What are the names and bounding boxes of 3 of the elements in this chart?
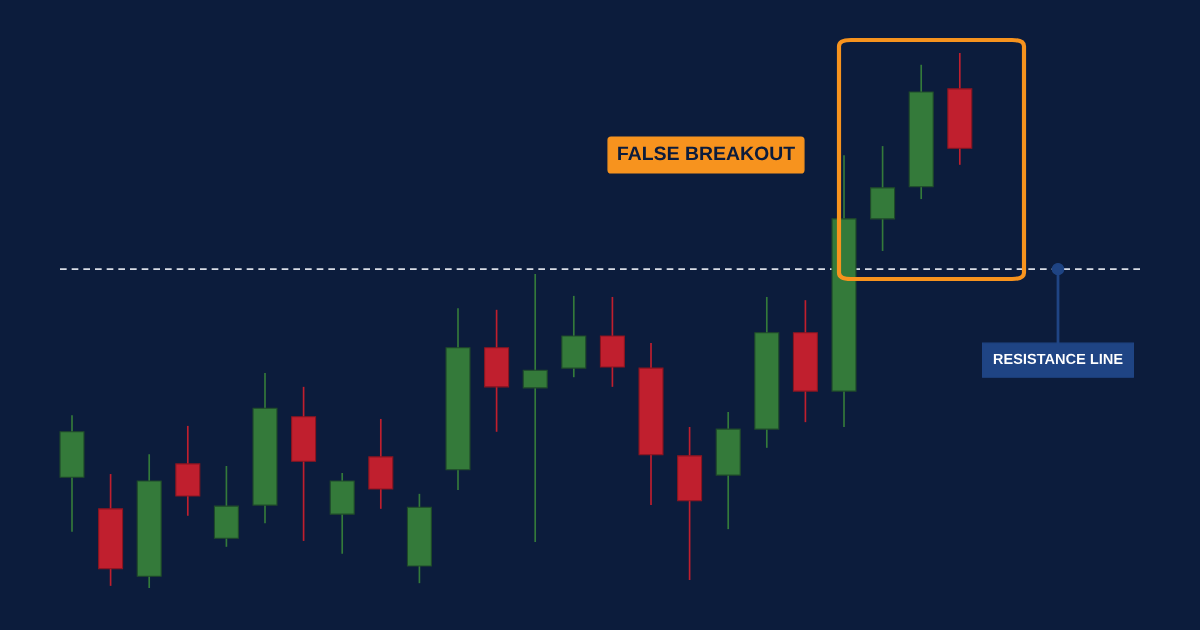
ref-line-label: RESISTANCE LINE: [993, 353, 1123, 365]
annotation: FALSE BREAKOUT: [618, 146, 795, 161]
candlestick: [522, 273, 548, 543]
